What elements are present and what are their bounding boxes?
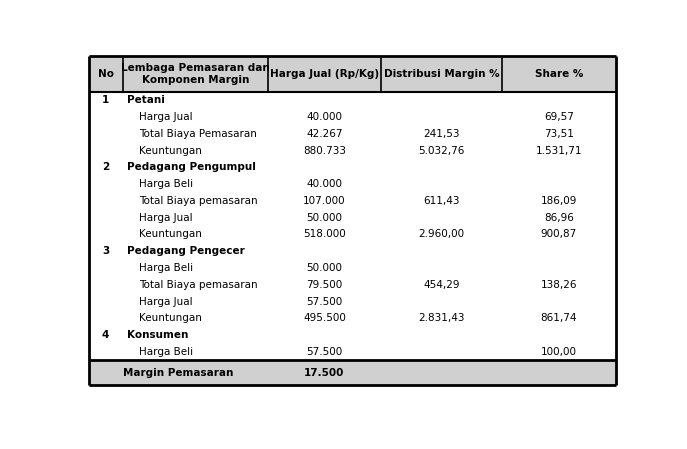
Text: 17.500: 17.500 [304, 368, 345, 378]
Text: Keuntungan: Keuntungan [139, 145, 201, 156]
Bar [89, 56, 616, 92]
Text: 100,00: 100,00 [541, 347, 577, 357]
Text: 57.500: 57.500 [306, 347, 343, 357]
Text: 186,09: 186,09 [541, 196, 577, 206]
Text: 86,96: 86,96 [544, 213, 574, 223]
Text: 138,26: 138,26 [541, 280, 577, 290]
Text: 2.831,43: 2.831,43 [418, 313, 465, 323]
Text: 518.000: 518.000 [303, 229, 346, 239]
Text: 611,43: 611,43 [423, 196, 460, 206]
Text: 241,53: 241,53 [423, 129, 460, 139]
Text: 79.500: 79.500 [306, 280, 343, 290]
Text: Petani: Petani [127, 95, 165, 106]
Text: Share %: Share % [534, 69, 583, 79]
Bar [89, 360, 616, 385]
Text: 4: 4 [102, 330, 109, 340]
Text: Harga Jual: Harga Jual [139, 213, 192, 223]
Text: Pedagang Pengumpul: Pedagang Pengumpul [127, 163, 256, 172]
Text: 5.032,76: 5.032,76 [418, 145, 465, 156]
Bar [89, 260, 616, 276]
Bar [89, 209, 616, 226]
Bar [89, 310, 616, 327]
Text: 40.000: 40.000 [306, 179, 342, 189]
Text: 2.960,00: 2.960,00 [418, 229, 465, 239]
Text: Harga Beli: Harga Beli [139, 263, 193, 273]
Text: Harga Jual (Rp/Kg): Harga Jual (Rp/Kg) [270, 69, 379, 79]
Text: 57.500: 57.500 [306, 296, 343, 307]
Text: 454,29: 454,29 [423, 280, 460, 290]
Text: Konsumen: Konsumen [127, 330, 188, 340]
Bar [89, 276, 616, 293]
Text: 495.500: 495.500 [303, 313, 346, 323]
Text: 69,57: 69,57 [544, 112, 574, 122]
Bar [89, 243, 616, 260]
Bar [89, 142, 616, 159]
Text: 42.267: 42.267 [306, 129, 343, 139]
Text: Lembaga Pemasaran dan
Komponen Margin: Lembaga Pemasaran dan Komponen Margin [121, 63, 270, 84]
Bar [89, 159, 616, 176]
Text: 40.000: 40.000 [306, 112, 342, 122]
Text: Total Biaya pemasaran: Total Biaya pemasaran [139, 196, 257, 206]
Text: 3: 3 [102, 246, 109, 256]
Bar [89, 125, 616, 142]
Text: Harga Beli: Harga Beli [139, 347, 193, 357]
Text: Margin Pemasaran: Margin Pemasaran [123, 368, 234, 378]
Bar [89, 293, 616, 310]
Bar [89, 176, 616, 193]
Text: 1: 1 [102, 95, 109, 106]
Text: Distribusi Margin %: Distribusi Margin % [384, 69, 499, 79]
Text: 50.000: 50.000 [306, 213, 342, 223]
Text: Harga Jual: Harga Jual [139, 296, 192, 307]
Bar [89, 92, 616, 109]
Bar [89, 226, 616, 243]
Text: 880.733: 880.733 [303, 145, 346, 156]
Text: 1.531,71: 1.531,71 [536, 145, 582, 156]
Text: Keuntungan: Keuntungan [139, 313, 201, 323]
Text: 2: 2 [102, 163, 109, 172]
Text: 50.000: 50.000 [306, 263, 342, 273]
Bar [89, 109, 616, 125]
Bar [89, 193, 616, 209]
Text: Harga Jual: Harga Jual [139, 112, 192, 122]
Text: Harga Beli: Harga Beli [139, 179, 193, 189]
Text: 107.000: 107.000 [303, 196, 346, 206]
Bar [89, 343, 616, 360]
Text: 73,51: 73,51 [544, 129, 574, 139]
Text: Total Biaya Pemasaran: Total Biaya Pemasaran [139, 129, 256, 139]
Text: 861,74: 861,74 [541, 313, 577, 323]
Text: Total Biaya pemasaran: Total Biaya pemasaran [139, 280, 257, 290]
Text: Keuntungan: Keuntungan [139, 229, 201, 239]
Bar [89, 327, 616, 343]
Text: Pedagang Pengecer: Pedagang Pengecer [127, 246, 245, 256]
Text: No: No [98, 69, 113, 79]
Text: 900,87: 900,87 [541, 229, 577, 239]
